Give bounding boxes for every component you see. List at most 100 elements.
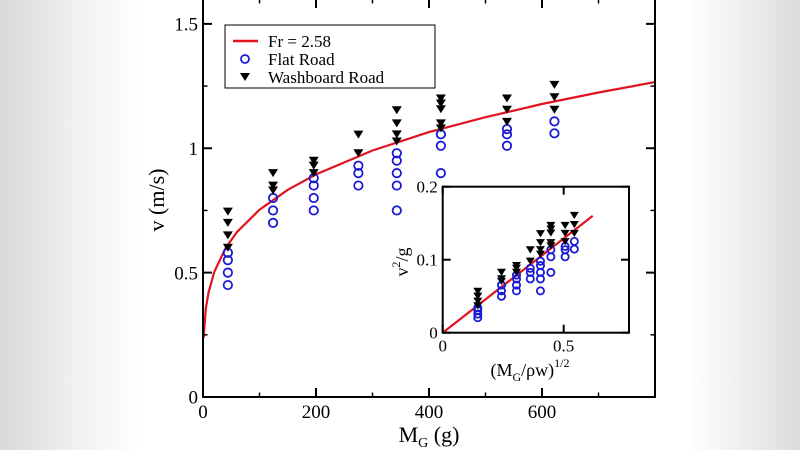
inset-washboard-road-point [473,297,483,305]
washboard-road-point [549,93,560,102]
inset-x-tick-label: 0 [438,337,447,356]
flat-road-point [308,192,319,204]
washboard-road-point [268,181,279,190]
inset-washboard-road-point [496,275,506,283]
x-axis-label: MG (g) [399,422,460,450]
washboard-road-point [501,117,512,126]
inset-washboard-road-point [473,287,483,295]
flat-road-point [308,180,319,191]
inset-flat-road-point [546,267,556,277]
inset-washboard-road-point [525,246,535,254]
inset-flat-road-point [535,286,545,296]
flat-road-point [391,180,402,191]
x-tick-label: 200 [302,402,331,423]
washboard-road-point [391,137,402,146]
inset-washboard-road-point [496,268,506,277]
inset-washboard-road-point [546,221,556,230]
inset-fit-line [442,215,594,334]
legend-flat-marker [240,54,250,64]
inset-y-tick-label: 0.1 [416,251,437,270]
flat-road-point [267,205,279,216]
inset-x-tick-label: 0.5 [553,337,574,356]
x-tick-label: 0 [198,402,208,423]
inset-flat-road-point [525,267,535,277]
washboard-road-point [353,149,364,158]
y-tick-label: 0 [189,388,199,409]
washboard-road-point [549,105,560,114]
washboard-road-point [222,218,233,227]
washboard-road-point [222,207,233,216]
legend-washboard-label: Washboard Road [268,68,385,87]
legend: Fr = 2.58 Flat Road Washboard Road [224,24,436,89]
washboard-road-point [391,119,402,128]
y-axis-label: v (m/s) [144,169,169,232]
inset-washboard-road-point [535,230,545,238]
flat-road-point [435,140,446,151]
inset-flat-road-point [569,236,579,246]
washboard-road-point [308,156,319,165]
inset-washboard-road-point [511,268,521,277]
washboard-road-point [308,169,319,178]
washboard-road-point [435,119,446,128]
flat-road-point [435,168,446,179]
y-tick-label: 0.5 [174,263,198,284]
inset-washboard-road-point [569,229,579,238]
washboard-road-point [435,99,446,108]
washboard-road-point [222,231,233,240]
inset-washboard-road-point [535,246,545,254]
flat-road-point [501,129,513,140]
inset-y-axis-label: v2/g [389,247,412,276]
washboard-road-point [222,243,233,252]
inset-washboard-road-point [535,250,545,258]
flat-road-point [391,148,402,159]
washboard-road-point [549,80,560,89]
inset-washboard-road-point [546,229,556,237]
washboard-road-point [435,124,446,133]
inset-washboard-road-point [535,239,545,247]
flat-road-point [391,168,402,179]
washboard-road-point [268,169,279,178]
inset-flat-road-point [560,245,570,255]
inset-washboard-road-point [560,229,570,238]
flat-road-point [391,205,402,216]
inset-flat-road-point [511,286,521,296]
inset-washboard-road-point [525,257,535,265]
inset-flat-road-point [496,291,506,301]
flat-road-point [222,279,233,291]
inset-washboard-road-point [569,221,579,229]
inset-y-tick-label: 0.2 [416,178,437,197]
washboard-road-point [501,94,512,103]
inset-y-tick-label: 0 [429,324,438,343]
inset-washboard-road-point [569,211,579,220]
inset-flat-road-point [535,261,545,271]
inset-x-axis-label: (MG/ρw)1/2 [491,356,570,384]
washboard-road-point [308,161,319,170]
flat-road-point [549,128,560,139]
inset-washboard-road-point [546,239,556,247]
legend-box [224,24,436,89]
x-tick-label: 400 [415,402,444,423]
flat-road-point [222,255,233,266]
flat-road-point [222,267,233,278]
washboard-road-point [435,94,446,103]
flat-road-point [308,205,319,216]
inset-flat-road-point [511,280,521,290]
flat-road-point [267,217,279,228]
flat-road-point [549,116,560,127]
y-tick-label: 1 [189,139,199,160]
x-tick-label: 600 [528,402,557,423]
inset-washboard-road-point [560,238,570,246]
legend-fit-label: Fr = 2.58 [268,32,331,51]
washboard-road-point [501,105,512,114]
flat-road-point [501,140,513,151]
inset-washboard-road-point [473,292,483,300]
washboard-road-point [268,186,279,195]
legend-washboard-marker [240,73,250,81]
washboard-road-point [435,105,446,114]
inset-flat-road-point [496,286,506,296]
washboard-road-point [353,130,364,139]
washboard-road-point [391,106,402,115]
y-tick-label: 1.5 [174,15,198,36]
fit-line [202,81,656,338]
